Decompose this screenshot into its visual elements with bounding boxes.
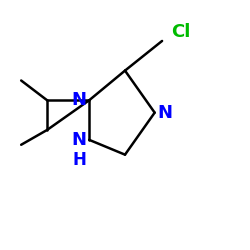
Text: N: N: [158, 104, 173, 122]
Text: H: H: [72, 151, 86, 169]
Text: N: N: [71, 131, 86, 149]
Text: Cl: Cl: [171, 23, 190, 41]
Text: N: N: [71, 91, 86, 109]
